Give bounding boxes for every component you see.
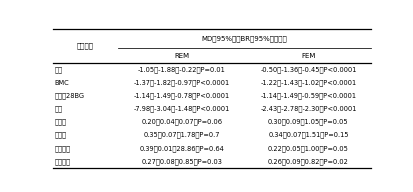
Text: -1.14（-1.49，-0.78）P<0.0001: -1.14（-1.49，-0.78）P<0.0001 <box>133 93 229 99</box>
Text: -0.50（-1.36，-0.45）P<0.0001: -0.50（-1.36，-0.45）P<0.0001 <box>260 66 356 73</box>
Text: 0.39（0.01，28.86）P=0.64: 0.39（0.01，28.86）P=0.64 <box>139 145 223 151</box>
Text: 出生缺降: 出生缺降 <box>55 145 71 151</box>
Text: 安负率: 安负率 <box>55 119 66 125</box>
Text: -7.98（-3.04，-1.48）P<0.0001: -7.98（-3.04，-1.48）P<0.0001 <box>133 106 229 112</box>
Text: -1.37（-1.82，-0.97）P<0.0001: -1.37（-1.82，-0.97）P<0.0001 <box>133 79 229 86</box>
Text: FEM: FEM <box>301 53 315 59</box>
Text: 0.22（0.05，1.00）P=0.05: 0.22（0.05，1.00）P=0.05 <box>267 145 348 151</box>
Text: 0.30（0.09，1.05）P=0.05: 0.30（0.09，1.05）P=0.05 <box>268 119 348 125</box>
Text: 0.34（0.07，1.51）P=0.15: 0.34（0.07，1.51）P=0.15 <box>268 132 348 138</box>
Text: 体重: 体重 <box>55 66 62 73</box>
Text: 双层指标: 双层指标 <box>77 43 94 49</box>
Text: 早产儿28BG: 早产儿28BG <box>55 93 84 99</box>
Text: 0.35（0.07，1.78）P=0.7: 0.35（0.07，1.78）P=0.7 <box>143 132 219 138</box>
Text: 0.27（0.08，0.85）P=0.03: 0.27（0.08，0.85）P=0.03 <box>141 158 222 165</box>
Text: 死亡率: 死亡率 <box>55 132 66 138</box>
Text: 0.20（0.04，0.07）P=0.06: 0.20（0.04，0.07）P=0.06 <box>141 119 222 125</box>
Text: REM: REM <box>174 53 189 59</box>
Text: 足月: 足月 <box>55 106 62 112</box>
Text: 定居计算: 定居计算 <box>55 158 71 165</box>
Text: BMC: BMC <box>55 80 69 86</box>
Text: -1.14（-1.49，-0.59）P<0.0001: -1.14（-1.49，-0.59）P<0.0001 <box>260 93 356 99</box>
Text: 0.26（0.09，0.82）P=0.02: 0.26（0.09，0.82）P=0.02 <box>267 158 348 165</box>
Text: -2.43（-2.78，-2.30）P<0.0001: -2.43（-2.78，-2.30）P<0.0001 <box>260 106 356 112</box>
Text: -1.05（-1.88，-0.22）P=0.01: -1.05（-1.88，-0.22）P=0.01 <box>138 66 225 73</box>
Text: MD（95%）及BR（95%）及区别: MD（95%）及BR（95%）及区别 <box>201 35 287 42</box>
Text: -1.22（-1.43，-1.02）P<0.0001: -1.22（-1.43，-1.02）P<0.0001 <box>260 79 356 86</box>
